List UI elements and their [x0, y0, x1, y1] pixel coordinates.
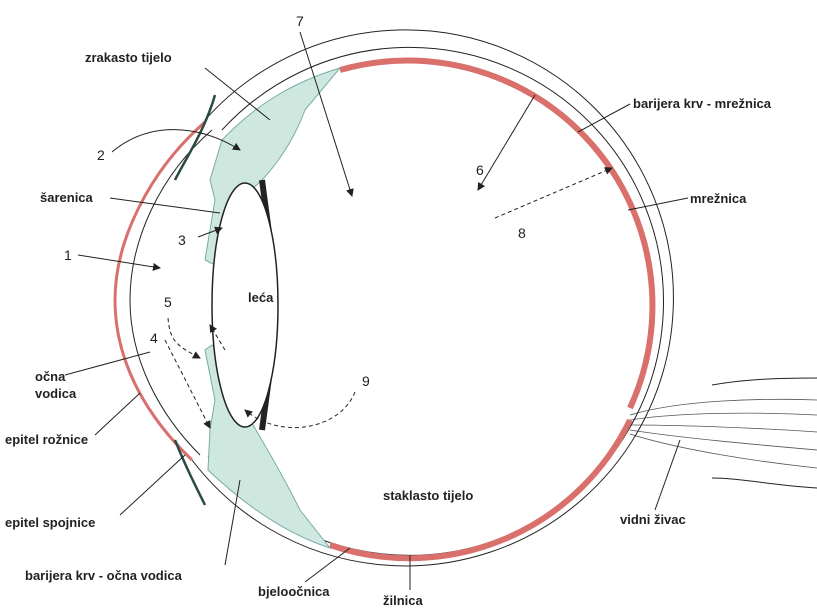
label: 9 — [362, 373, 370, 389]
label: bjeloočnica — [258, 584, 330, 599]
conjunctiva — [173, 439, 207, 506]
label: 5 — [164, 294, 172, 310]
lens — [211, 182, 279, 428]
label: zrakasto tijelo — [85, 50, 172, 65]
label: očna — [35, 369, 66, 384]
label: šarenica — [40, 190, 94, 205]
label: epitel rožnice — [5, 432, 88, 447]
conjunctiva — [173, 94, 217, 181]
sclera — [191, 29, 674, 567]
label: barijera krv - očna vodica — [25, 568, 183, 583]
retina — [339, 57, 656, 410]
label: mrežnica — [690, 191, 747, 206]
cornea — [113, 120, 206, 462]
retina — [329, 418, 633, 562]
leaders — [64, 31, 689, 590]
label: 1 — [64, 247, 72, 263]
cornea-inner — [129, 129, 213, 456]
label: 6 — [476, 162, 484, 178]
label: leća — [248, 290, 274, 305]
label: 8 — [518, 225, 526, 241]
label: vodica — [35, 386, 77, 401]
label: 4 — [150, 330, 158, 346]
label: 2 — [97, 147, 105, 163]
label: barijera krv - mrežnica — [633, 96, 772, 111]
label: staklasto tijelo — [383, 488, 473, 503]
optic-nerve — [629, 377, 817, 489]
label: 7 — [296, 13, 304, 29]
label: žilnica — [383, 593, 424, 608]
label: epitel spojnice — [5, 515, 95, 530]
label: vidni živac — [620, 512, 686, 527]
label: 3 — [178, 232, 186, 248]
